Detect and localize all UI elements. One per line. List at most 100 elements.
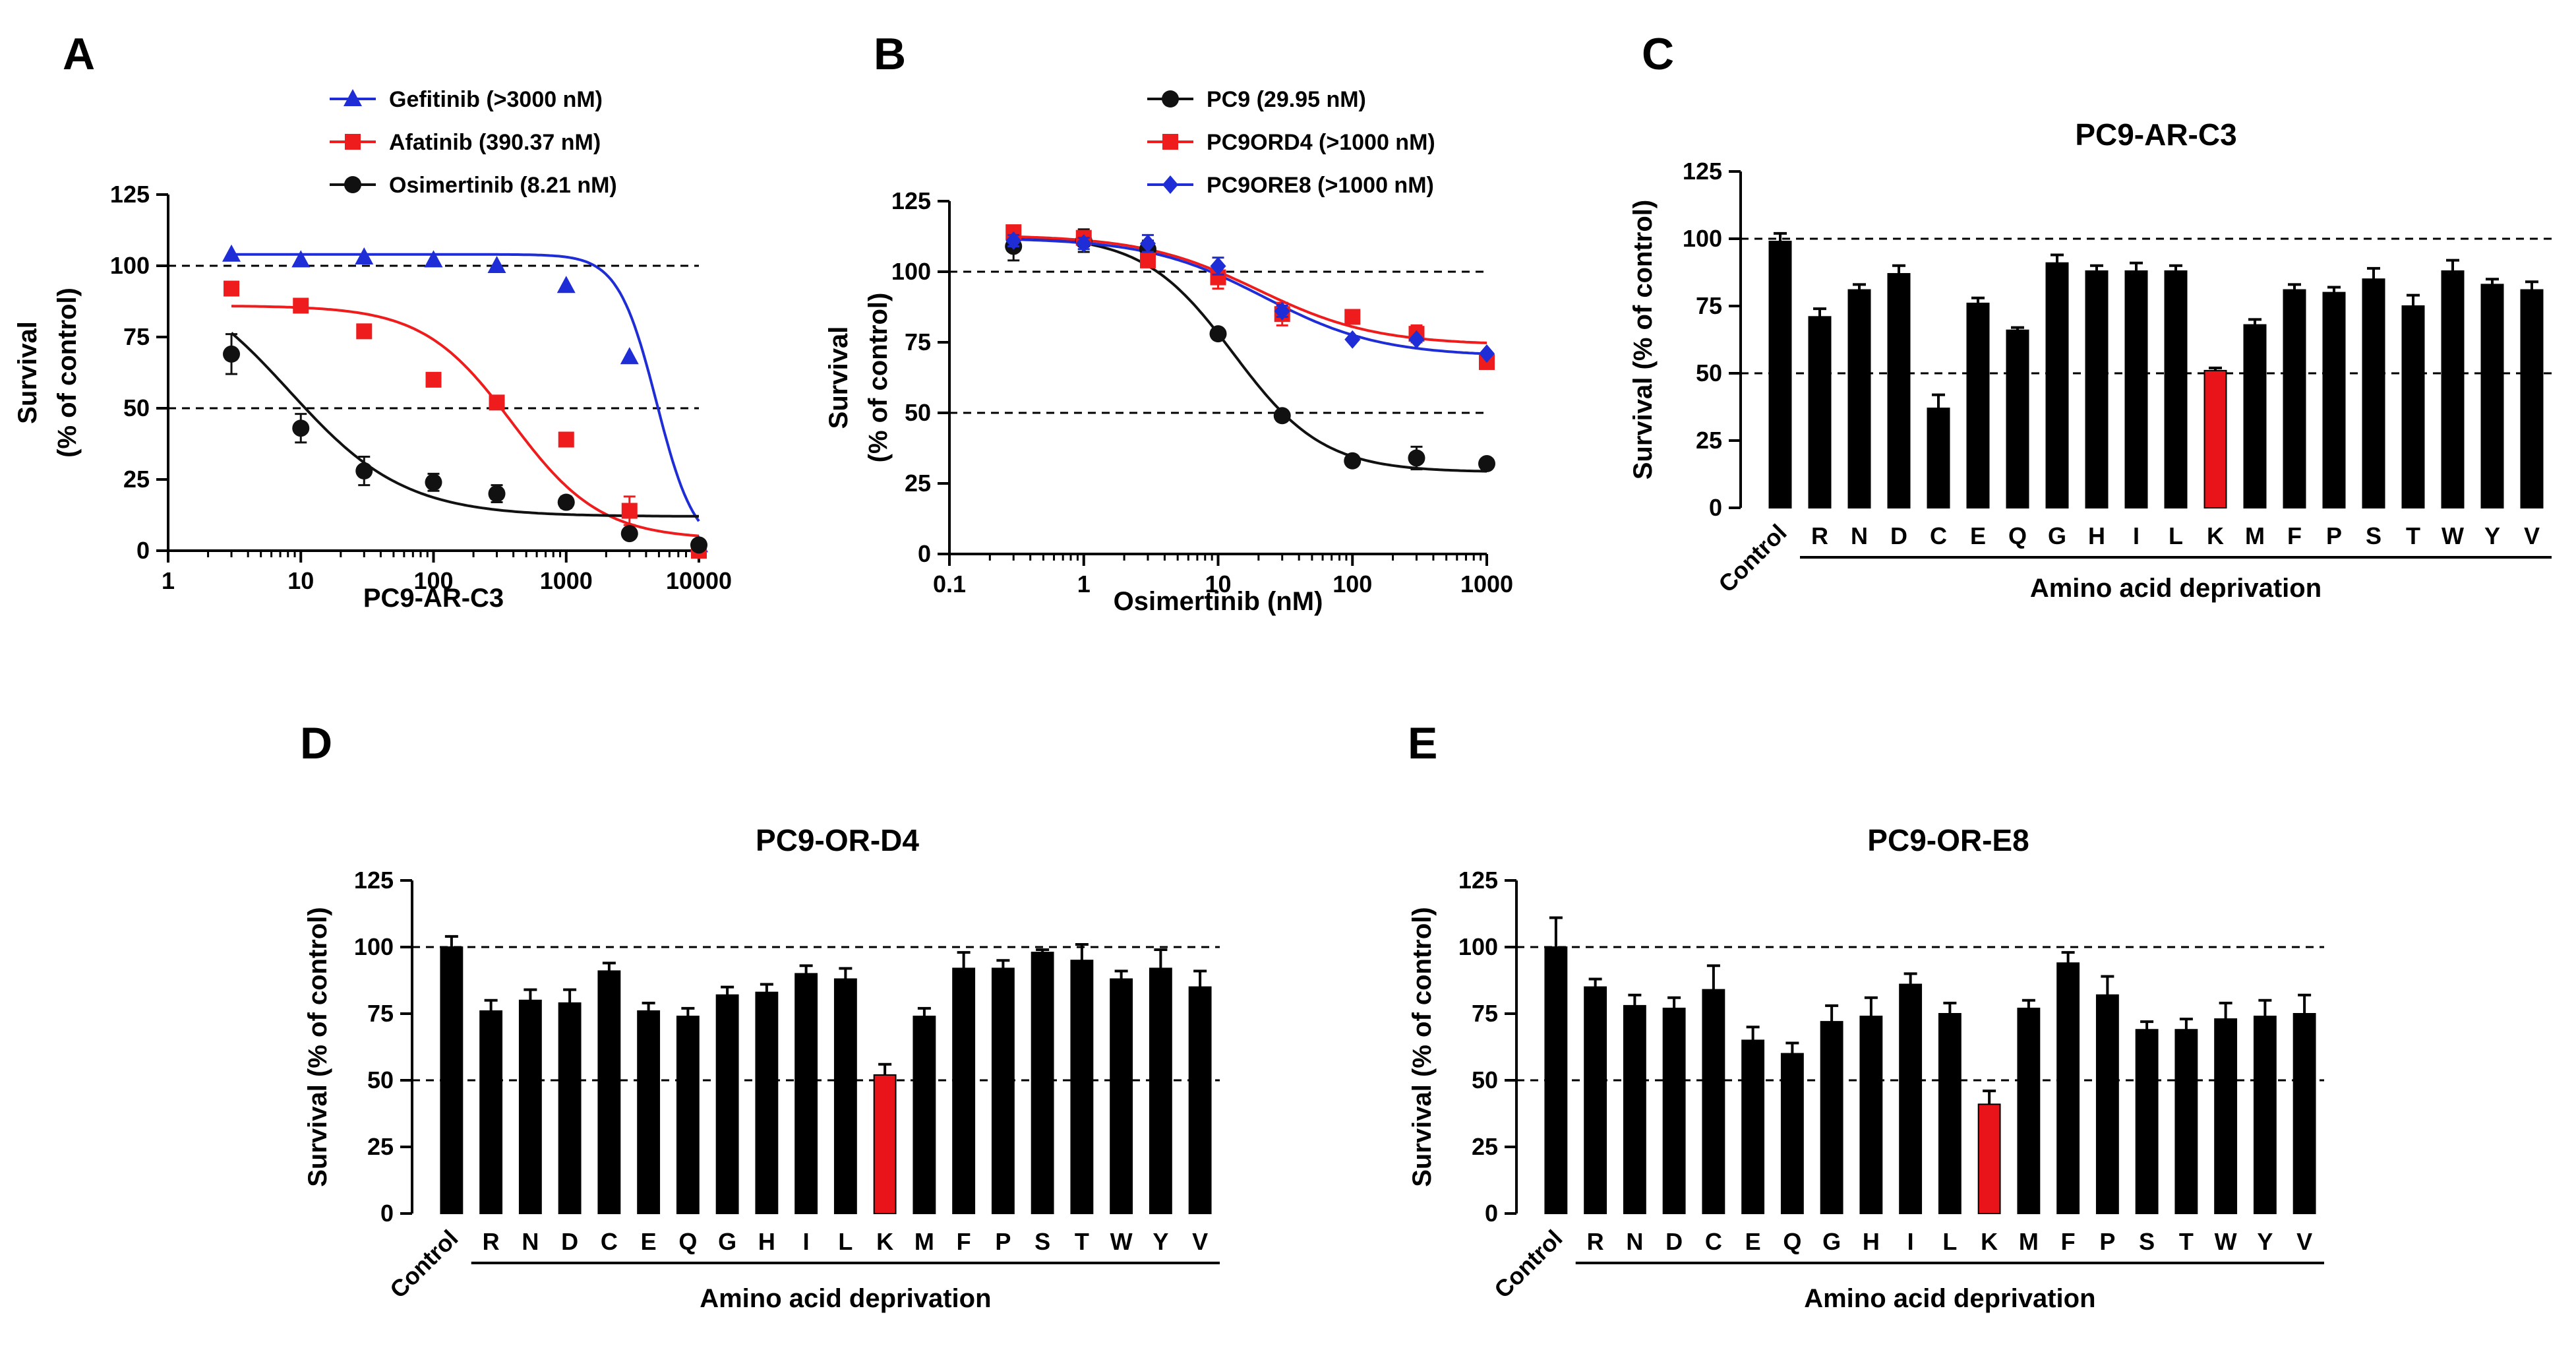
y-tick-label: 100 bbox=[354, 933, 394, 960]
bar-s bbox=[2362, 278, 2385, 508]
data-point bbox=[1139, 234, 1156, 253]
x-tick-label: E bbox=[1745, 1228, 1761, 1255]
y-tick-label: 0 bbox=[1485, 1200, 1498, 1227]
bar-n bbox=[1847, 289, 1871, 508]
x-tick-label: I bbox=[803, 1228, 810, 1255]
x-tick-label: H bbox=[1863, 1228, 1880, 1255]
x-tick-label: R bbox=[1587, 1228, 1604, 1255]
x-tick-label: E bbox=[641, 1228, 657, 1255]
bar-y bbox=[1149, 968, 1172, 1214]
legend-entry: PC9 (29.95 nM) bbox=[1207, 87, 1366, 112]
y-tick-label: 0 bbox=[136, 537, 150, 564]
data-point bbox=[558, 431, 574, 448]
x-tick-label: R bbox=[1811, 522, 1828, 549]
group-label: Amino acid deprivation bbox=[700, 1284, 991, 1313]
y-axis-label: Survival (% of control) bbox=[303, 907, 332, 1187]
data-point bbox=[223, 345, 241, 363]
data-point bbox=[1209, 325, 1227, 343]
y-tick-label: 125 bbox=[354, 867, 394, 894]
x-tick-label: 10000 bbox=[666, 567, 732, 594]
x-tick-label: 100 bbox=[1333, 570, 1372, 598]
y-tick-label: 125 bbox=[1683, 158, 1722, 185]
data-point bbox=[344, 176, 361, 193]
data-point bbox=[557, 493, 575, 511]
data-point bbox=[224, 280, 240, 297]
y-axis-label: Survival bbox=[824, 326, 853, 429]
bar-e bbox=[1741, 1039, 1765, 1215]
data-point bbox=[292, 419, 310, 437]
y-tick-label: 125 bbox=[110, 181, 150, 208]
x-tick-label: W bbox=[2441, 522, 2464, 549]
y-axis-label-units: (% of control) bbox=[53, 288, 82, 458]
bar-f bbox=[2056, 962, 2080, 1214]
x-tick-label: F bbox=[2287, 522, 2302, 549]
bar-i bbox=[2124, 270, 2148, 508]
bar-g bbox=[715, 994, 739, 1214]
bar-m bbox=[2017, 1007, 2041, 1215]
bar-n bbox=[518, 999, 542, 1215]
x-tick-label: 1000 bbox=[540, 567, 593, 594]
x-tick-label: Control bbox=[384, 1225, 463, 1303]
data-point bbox=[291, 250, 311, 268]
panel-a: A 0 25 50 75 100 125 1 10 100 1000 10000 PC9-AR-C3 Su… bbox=[13, 29, 732, 613]
data-point bbox=[1162, 134, 1178, 150]
panel-title: PC9-OR-E8 bbox=[1867, 823, 2029, 857]
x-tick-label: W bbox=[2215, 1228, 2237, 1255]
bar-v bbox=[2292, 1013, 2316, 1214]
x-tick-label: K bbox=[876, 1228, 893, 1255]
data-point bbox=[621, 503, 638, 519]
x-tick-label: N bbox=[1851, 522, 1868, 549]
bar-w bbox=[2214, 1018, 2238, 1214]
bar-l bbox=[1938, 1013, 1962, 1214]
bar-g bbox=[2045, 262, 2069, 508]
bar-y bbox=[2480, 284, 2504, 508]
fit-curve bbox=[1013, 235, 1487, 344]
x-tick-label: T bbox=[2406, 522, 2420, 549]
fit-curve bbox=[1013, 235, 1487, 473]
x-tick-label: 100 bbox=[413, 567, 453, 594]
y-tick-label: 50 bbox=[367, 1066, 394, 1093]
bar-q bbox=[2006, 329, 2029, 508]
y-tick-label: 100 bbox=[1683, 225, 1722, 252]
y-tick-label: 0 bbox=[380, 1200, 394, 1227]
x-tick-label: L bbox=[2169, 522, 2183, 549]
x-tick-label: L bbox=[838, 1228, 853, 1255]
data-point bbox=[556, 276, 576, 293]
data-point bbox=[1408, 330, 1425, 349]
x-tick-label: Q bbox=[1783, 1228, 1801, 1255]
y-tick-label: 125 bbox=[1458, 867, 1498, 894]
x-tick-label: V bbox=[2524, 522, 2540, 549]
fit-curve bbox=[231, 305, 700, 538]
data-point bbox=[425, 371, 442, 388]
data-point bbox=[1139, 252, 1156, 268]
x-tick-label: P bbox=[995, 1228, 1011, 1255]
x-tick-label: I bbox=[1907, 1228, 1914, 1255]
x-tick-label: Q bbox=[678, 1228, 697, 1255]
data-point bbox=[355, 462, 373, 480]
data-point bbox=[1075, 234, 1092, 253]
panel-b: B 0 25 50 75 100 125 0.1 1 10 100 1000 Osimertinib (… bbox=[824, 29, 1513, 616]
x-tick-label: C bbox=[1705, 1228, 1722, 1255]
data-point bbox=[1273, 407, 1291, 425]
bar-c bbox=[1927, 408, 1950, 508]
x-tick-label: E bbox=[1970, 522, 1986, 549]
data-point bbox=[425, 474, 442, 491]
bar-e bbox=[1966, 302, 1990, 508]
x-tick-label: T bbox=[1075, 1228, 1089, 1255]
x-tick-label: C bbox=[601, 1228, 618, 1255]
bar-m bbox=[913, 1016, 936, 1215]
x-tick-label: V bbox=[2296, 1228, 2312, 1255]
bar-control bbox=[1544, 946, 1568, 1214]
bar-k bbox=[1977, 1103, 2001, 1214]
y-axis-label: Survival bbox=[13, 321, 42, 424]
y-axis-label: Survival (% of control) bbox=[1408, 907, 1437, 1187]
bar-p bbox=[991, 968, 1015, 1214]
bar-v bbox=[2520, 289, 2544, 508]
legend-entry: PC9ORD4 (>1000 nM) bbox=[1207, 130, 1435, 155]
x-tick-label: H bbox=[2088, 522, 2105, 549]
x-tick-label: P bbox=[2099, 1228, 2115, 1255]
bar-d bbox=[1662, 1007, 1686, 1215]
x-tick-label: 1 bbox=[1077, 570, 1091, 598]
bar-t bbox=[2401, 305, 2425, 508]
